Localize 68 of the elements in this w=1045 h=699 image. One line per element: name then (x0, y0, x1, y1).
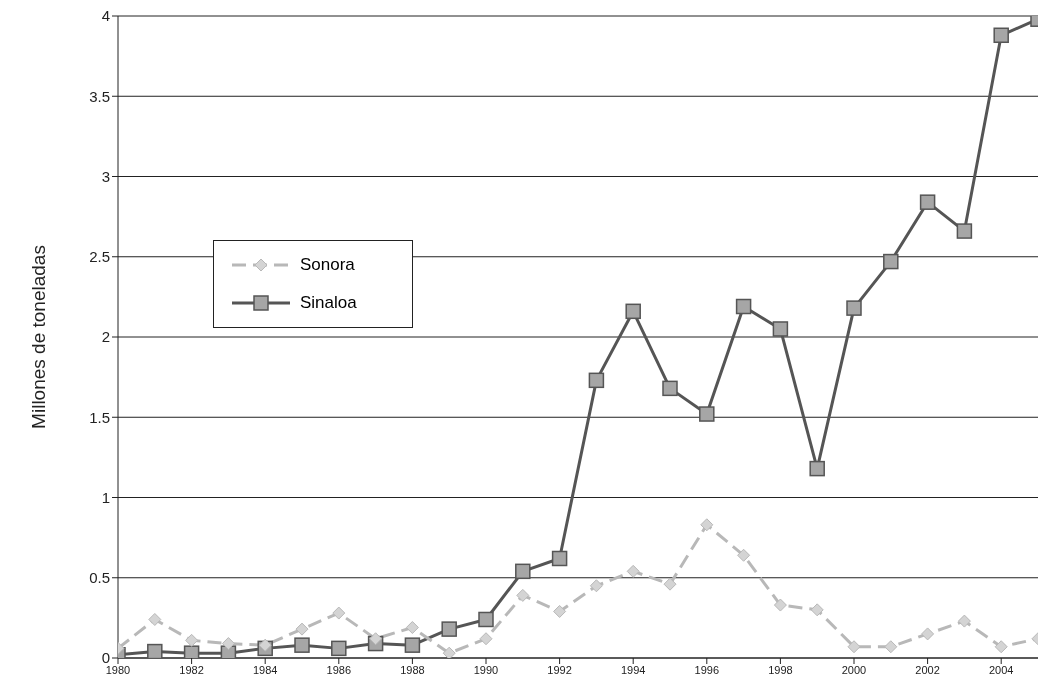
y-tick-label: 3.5 (89, 87, 110, 105)
point (516, 588, 530, 602)
x-tick-label: 2004 (988, 663, 1014, 676)
y-tick-label: 1.5 (89, 408, 110, 426)
y-tick-label: 2.5 (89, 248, 110, 266)
point (921, 627, 935, 641)
point (478, 611, 494, 628)
point (810, 603, 824, 617)
point (957, 614, 971, 628)
point (183, 645, 200, 658)
point (185, 633, 199, 647)
point (700, 518, 714, 532)
legend-label: Sonora (300, 255, 355, 275)
point (625, 303, 641, 320)
point (553, 604, 567, 618)
point (626, 564, 640, 578)
point (294, 637, 310, 653)
y-tick-label: 1 (101, 488, 110, 506)
point (919, 194, 936, 210)
x-tick-label: 2000 (841, 663, 867, 676)
point (737, 548, 751, 562)
point (809, 460, 825, 477)
point (551, 550, 568, 567)
point (773, 598, 787, 612)
point (884, 640, 898, 654)
point (956, 223, 973, 239)
point (883, 253, 899, 270)
point (442, 646, 456, 658)
point (479, 632, 493, 646)
y-tick-label: 0.5 (89, 569, 110, 587)
point (663, 577, 677, 591)
point (295, 622, 309, 636)
point (369, 632, 383, 646)
x-tick-label: 1988 (400, 663, 425, 676)
x-tick-label: 1996 (694, 663, 720, 676)
point (847, 640, 861, 654)
point (699, 406, 715, 422)
x-tick-label: 1990 (473, 663, 499, 676)
point (148, 612, 162, 626)
point (993, 27, 1009, 44)
point (662, 380, 678, 397)
point (332, 606, 346, 620)
point (147, 643, 163, 658)
x-tick-label: 1982 (179, 663, 204, 676)
y-tick-label: 4 (101, 7, 110, 25)
x-tick-label: 1986 (326, 663, 352, 676)
point (258, 638, 272, 652)
y-tick-label: 3 (101, 167, 110, 185)
x-tick-label: 2002 (915, 663, 940, 676)
point (588, 372, 605, 389)
point (515, 563, 531, 580)
point (404, 637, 421, 653)
x-tick-label: 1998 (768, 663, 793, 676)
x-tick-label: 1994 (620, 663, 646, 676)
point (589, 579, 603, 593)
y-axis-title: Millones de toneladas (27, 245, 49, 429)
point (735, 298, 752, 315)
point (441, 621, 457, 637)
legend-label: Sinaloa (300, 293, 357, 313)
point (331, 640, 347, 657)
x-tick-label: 1984 (252, 663, 278, 676)
point (772, 321, 789, 337)
point (846, 300, 862, 316)
x-tick-label: 1992 (547, 663, 572, 676)
point (405, 621, 419, 635)
point (994, 640, 1008, 654)
point (221, 637, 235, 651)
y-tick-label: 2 (101, 328, 110, 346)
